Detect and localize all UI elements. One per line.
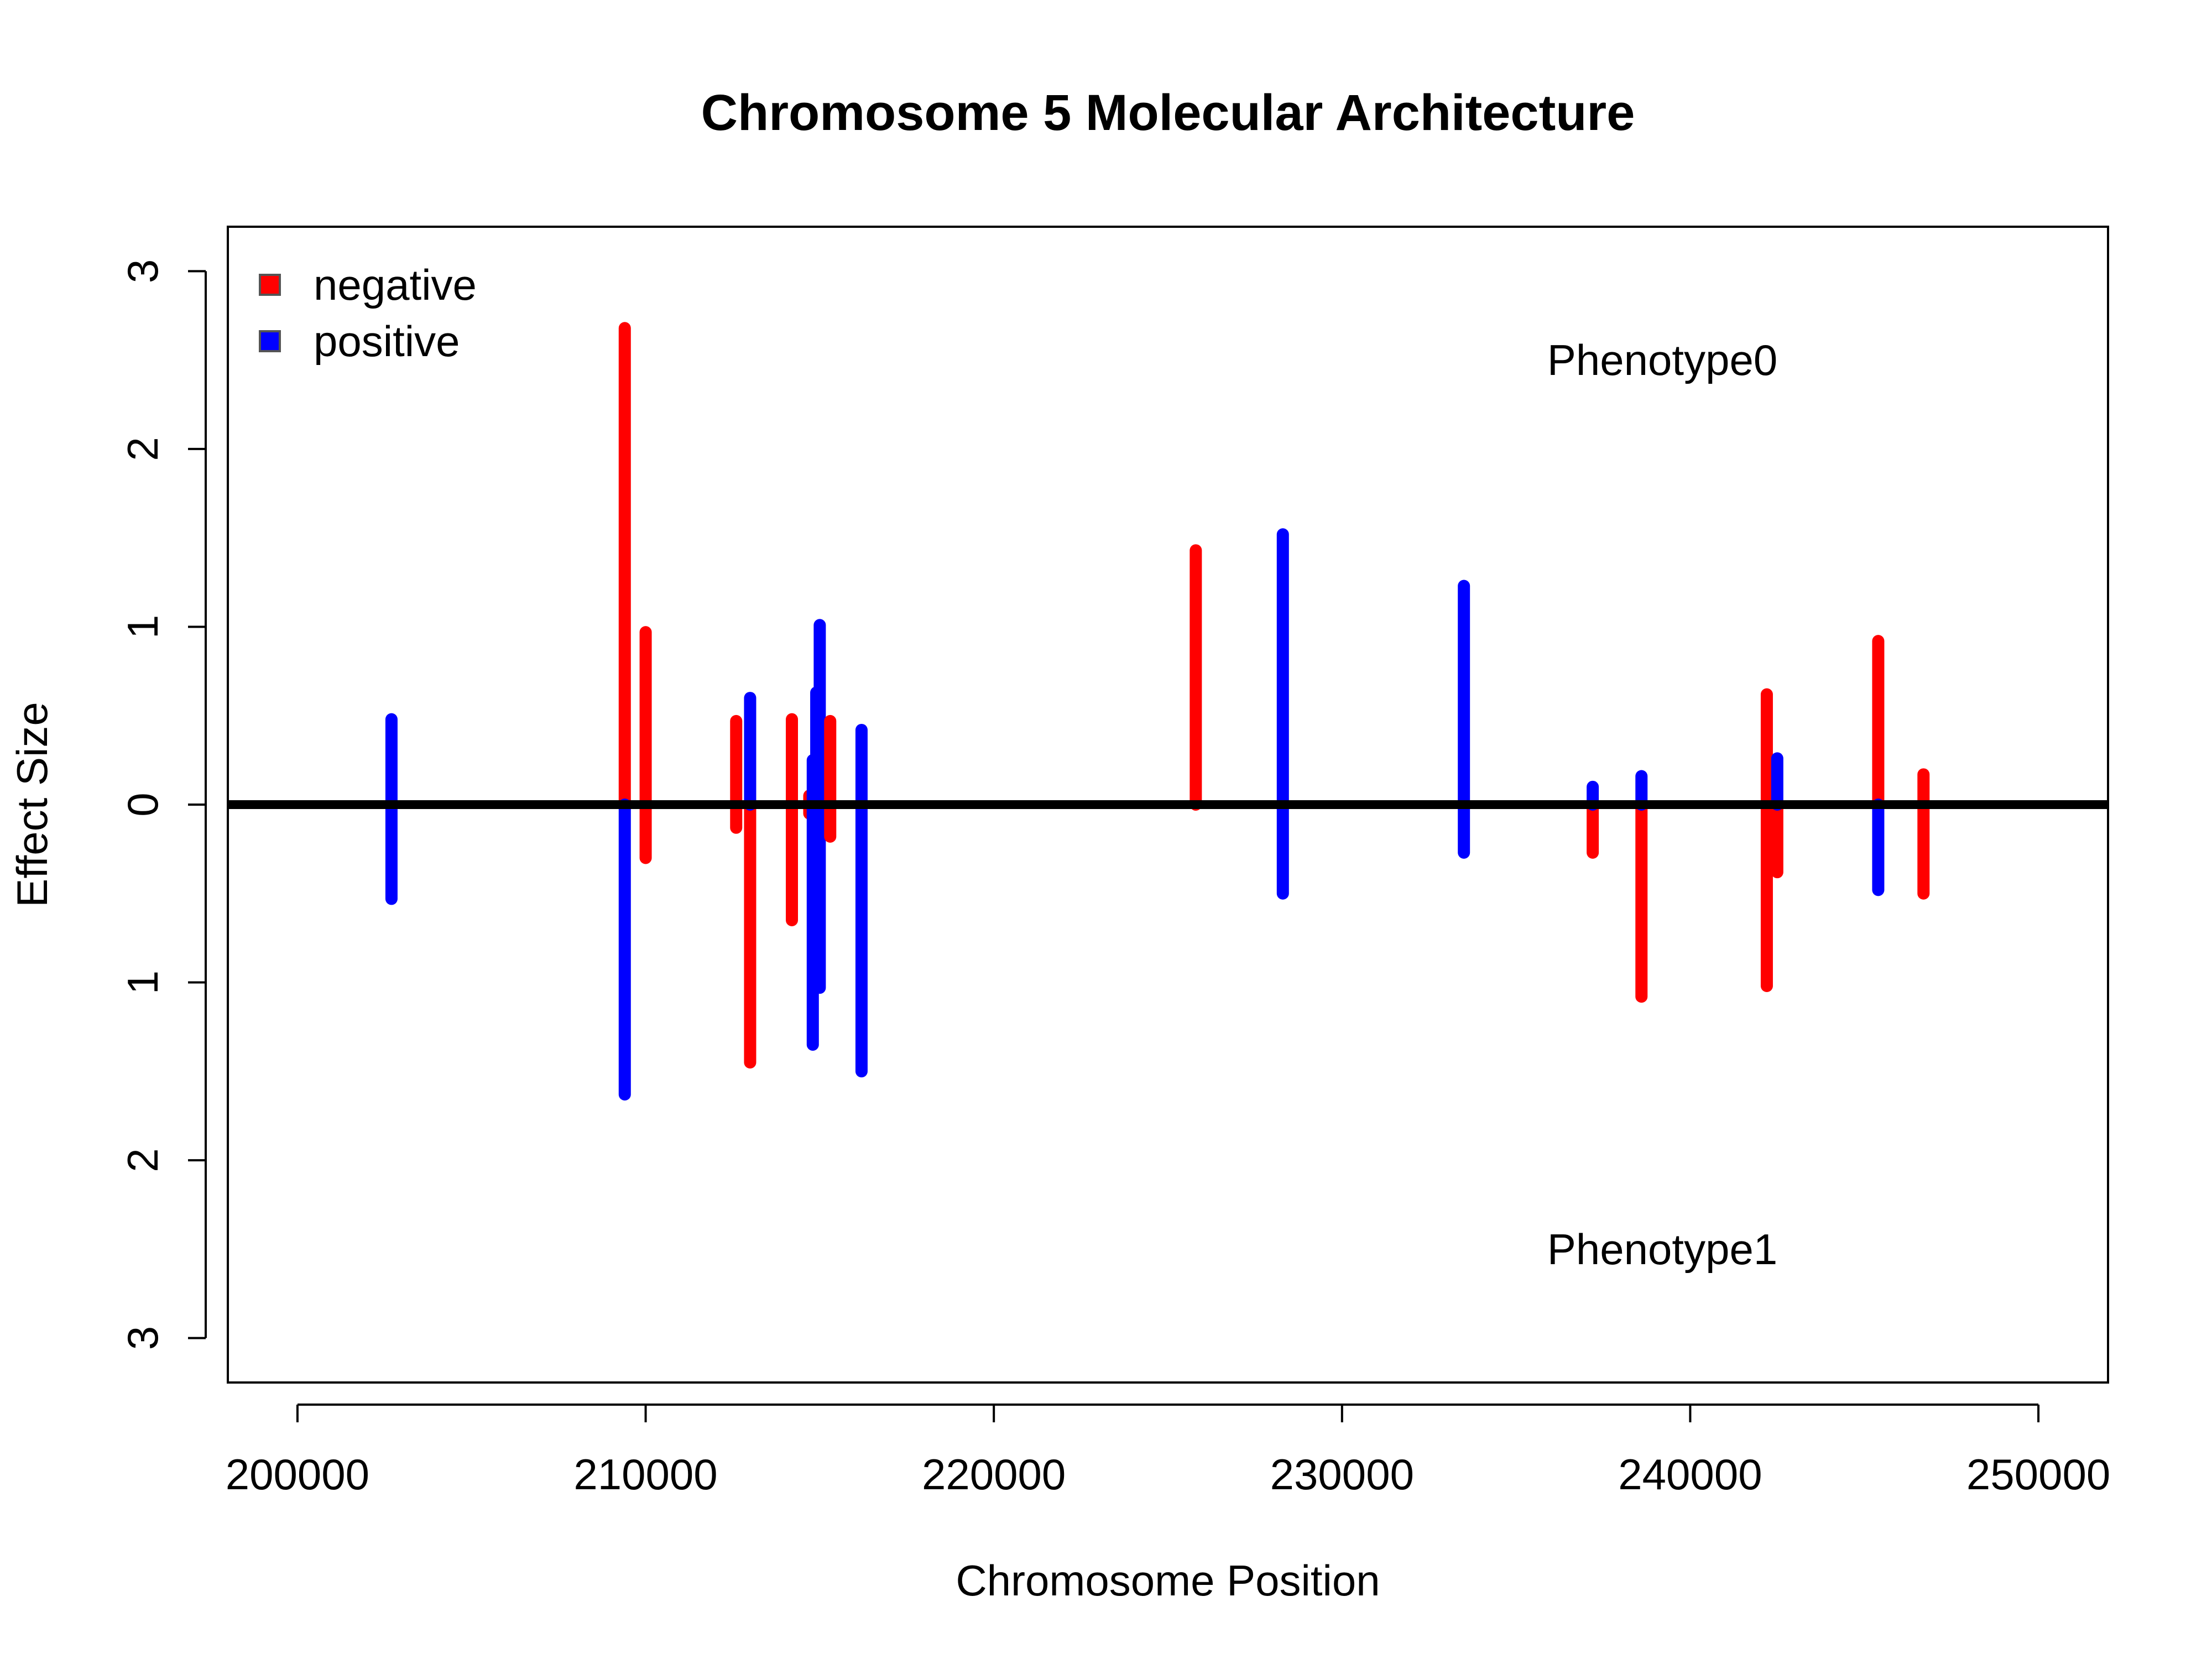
chart-title: Chromosome 5 Molecular Architecture [701, 85, 1635, 141]
legend-swatch-positive [260, 331, 280, 351]
y-axis-title: Effect Size [8, 702, 56, 907]
y-tick-label: 3 [118, 259, 167, 283]
y-tick-label: 3 [118, 1326, 167, 1350]
y-tick-label: 1 [118, 615, 167, 639]
y-axis: 3 2 1 0 1 2 3 [118, 259, 206, 1350]
x-tick-label: 230000 [1270, 1450, 1414, 1499]
x-tick-label: 250000 [1966, 1450, 2110, 1499]
x-tick-label: 200000 [226, 1450, 369, 1499]
x-tick-label: 220000 [922, 1450, 1066, 1499]
effect-segments [392, 328, 1923, 1094]
phenotype-label: Phenotype0 [1547, 336, 1777, 384]
legend-label-positive: positive [314, 317, 460, 366]
y-tick-label: 0 [118, 792, 167, 816]
legend-label-negative: negative [314, 260, 477, 309]
x-axis-title: Chromosome Position [956, 1556, 1380, 1605]
y-tick-label: 1 [118, 971, 167, 994]
x-axis: 200000 210000 220000 230000 240000 250000 [226, 1405, 2110, 1499]
phenotype-label: Phenotype1 [1547, 1225, 1777, 1274]
x-tick-label: 210000 [573, 1450, 717, 1499]
y-tick-label: 2 [118, 1148, 167, 1172]
y-tick-label: 2 [118, 437, 167, 461]
x-tick-label: 240000 [1618, 1450, 1762, 1499]
legend: negative positive [260, 260, 477, 366]
legend-swatch-negative [260, 275, 280, 295]
